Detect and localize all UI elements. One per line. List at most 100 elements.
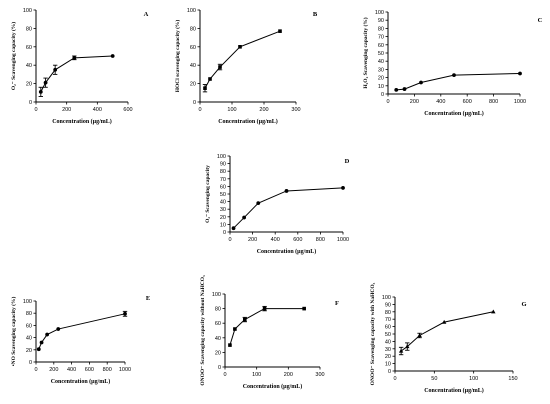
x-tick-label: 150: [508, 376, 517, 382]
y-tick-label: 0: [29, 100, 32, 106]
y-tick-label: 80: [26, 26, 32, 32]
x-tick-label: 0: [223, 372, 226, 378]
data-point: [394, 88, 399, 92]
x-tick-label: 100: [227, 107, 236, 113]
x-tick-label: 200: [259, 107, 268, 113]
y-tick-label: 90: [385, 302, 391, 308]
chart-panel-f: 0 100 200 300 0 20 40 60 80 100 Concentration (µg/…: [200, 275, 339, 390]
y-tick-label: 100: [23, 8, 32, 14]
x-tick-label: 0: [386, 99, 389, 105]
y-axis-title: O₂⁻ Scavenging capacity (%): [10, 22, 17, 90]
data-point: [43, 80, 48, 85]
data-point: [242, 317, 247, 322]
data-point: [491, 309, 496, 314]
y-tick-label: 40: [220, 200, 226, 206]
x-tick-label: 200: [248, 237, 257, 243]
data-point: [208, 77, 212, 81]
x-tick-label: 200: [284, 372, 293, 378]
y-tick-label: 20: [26, 348, 32, 354]
y-axis-title: •NO Scavenging capacity (%): [10, 297, 17, 367]
y-tick-label: 100: [23, 299, 32, 305]
x-tick-label: 600: [123, 107, 132, 113]
data-point: [39, 340, 44, 345]
x-axis-title: Concentration (µg/mL): [424, 110, 484, 117]
y-tick-label: 40: [385, 339, 391, 345]
y-tick-label: 40: [190, 63, 196, 69]
y-tick-label: 30: [385, 347, 391, 353]
y-tick-label: 70: [220, 177, 226, 183]
data-point: [123, 311, 127, 316]
x-tick-label: 1000: [337, 237, 349, 243]
x-tick-label: 800: [103, 367, 112, 373]
y-tick-label: 80: [215, 307, 221, 313]
series-line: [400, 311, 494, 352]
x-tick-label: 0: [34, 107, 37, 113]
y-tick-label: 60: [215, 321, 221, 327]
data-point: [231, 226, 236, 231]
y-tick-label: 80: [190, 26, 196, 32]
x-tick-label: 400: [271, 237, 280, 243]
data-point: [452, 73, 456, 78]
x-tick-label: 800: [316, 237, 325, 243]
y-tick-label: 40: [378, 59, 384, 65]
y-tick-label: 50: [378, 51, 384, 57]
y-tick-label: 20: [190, 82, 196, 88]
y-tick-label: 10: [220, 222, 226, 228]
y-axis-title: ONOO⁻ Scavenging capacity without NaHCO₃: [200, 275, 206, 386]
y-tick-label: 100: [382, 295, 391, 301]
x-tick-label: 0: [198, 107, 201, 113]
x-axis-title: Concentration (µg/mL): [218, 118, 278, 125]
data-point: [218, 65, 222, 69]
data-point: [402, 87, 407, 91]
y-tick-label: 0: [381, 92, 384, 98]
y-tick-label: 30: [378, 67, 384, 73]
data-point: [441, 319, 447, 324]
y-tick-label: 100: [375, 10, 384, 16]
y-tick-label: 10: [378, 84, 384, 90]
y-tick-label: 0: [218, 365, 221, 371]
series-line: [40, 55, 113, 93]
x-tick-label: 100: [469, 376, 478, 382]
y-tick-label: 40: [215, 336, 221, 342]
chart-panel-g: 0 50 100 1500102030405060708090100Concentra…: [370, 282, 527, 394]
y-tick-label: 20: [26, 82, 32, 88]
data-point: [72, 55, 77, 60]
x-tick-label: 0: [393, 376, 396, 382]
chart-panel-b: 0 100 200 300 0 20 40 60 80 100 Concentration (µg/…: [174, 8, 318, 125]
y-tick-label: 0: [29, 360, 32, 366]
y-tick-label: 40: [26, 63, 32, 69]
panel-letter: A: [144, 11, 149, 18]
y-tick-label: 80: [378, 26, 384, 32]
x-tick-label: 200: [410, 99, 419, 105]
x-tick-label: 400: [93, 107, 102, 113]
chart-panel-c: 0 200 400 600 800 1000 0 10 20 30 40 50 60 70 80 90 100 C…: [362, 10, 543, 117]
data-point: [284, 189, 289, 193]
x-tick-label: 300: [315, 372, 324, 378]
series-line: [396, 73, 521, 91]
x-axis-title: Concentration (µg/mL): [52, 118, 112, 125]
y-tick-label: 30: [220, 207, 226, 213]
data-point: [228, 343, 232, 347]
y-tick-label: 10: [385, 362, 391, 368]
data-point: [238, 45, 242, 49]
data-point: [518, 71, 522, 76]
y-tick-label: 20: [378, 76, 384, 82]
x-tick-label: 50: [431, 376, 437, 382]
x-axis-title: Concentration (µg/mL): [51, 378, 111, 385]
panel-letter: B: [313, 11, 318, 18]
y-tick-label: 80: [220, 169, 226, 175]
panel-letter: F: [335, 300, 339, 307]
data-point: [405, 344, 410, 349]
series-line: [38, 313, 126, 350]
y-tick-label: 80: [385, 310, 391, 316]
data-point: [56, 327, 61, 331]
y-axis-title: H₂O₂ Scavenging capacity (%): [362, 17, 369, 88]
panel-letter: G: [521, 301, 526, 308]
series-line: [229, 308, 305, 346]
panel-letter: D: [345, 158, 350, 165]
data-point: [262, 306, 267, 311]
y-tick-label: 100: [212, 292, 221, 298]
y-tick-label: 50: [220, 192, 226, 198]
y-tick-label: 20: [215, 350, 221, 356]
